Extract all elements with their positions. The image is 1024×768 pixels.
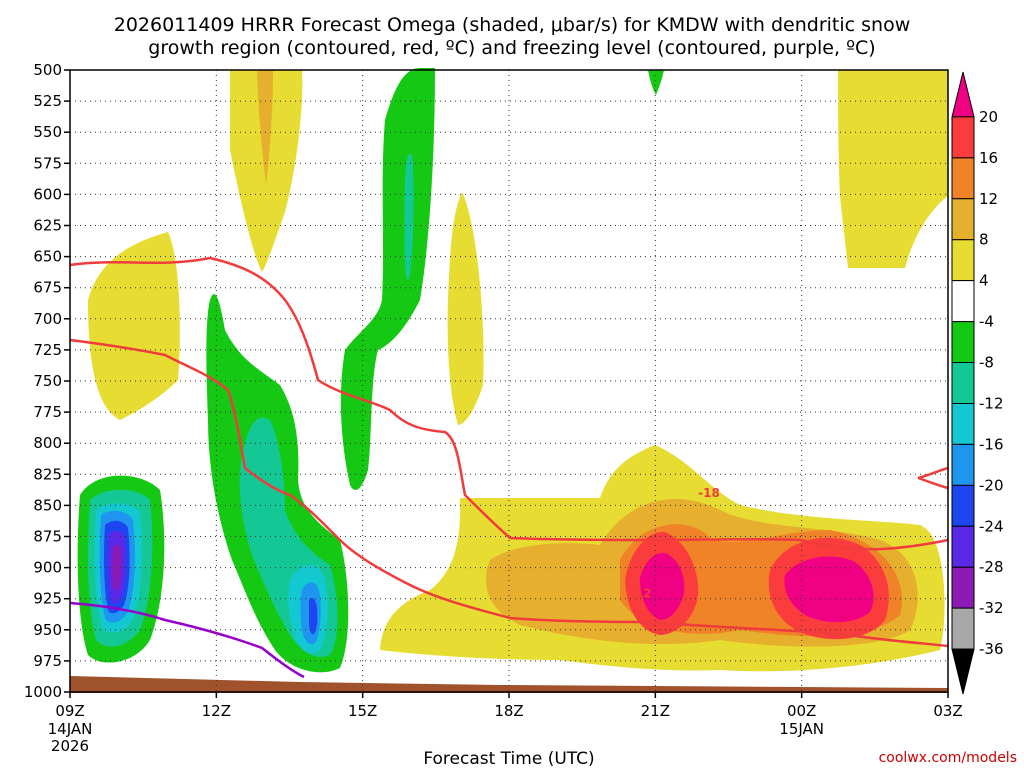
y-tick-label: 500 (33, 61, 62, 79)
credit-text: coolwx.com/models (879, 750, 1017, 766)
colorbar-tick-label: 8 (979, 231, 989, 249)
x-axis-label: Forecast Time (UTC) (423, 749, 594, 768)
x-tick-label: 18Z (494, 702, 523, 720)
contour-label: -18 (698, 486, 720, 500)
omega-fill-14z-blue (309, 598, 318, 635)
omega-fill-mid-17z (447, 192, 484, 425)
colorbar-tick-label: 12 (979, 190, 998, 208)
colorbar-segment (951, 566, 975, 609)
contour-label: -12 (630, 587, 652, 601)
omega-fill-upper-right (838, 70, 948, 268)
x-tick-label: 09Z (55, 702, 84, 720)
colorbar-segment (951, 648, 975, 695)
dgz-contours (69, 256, 949, 648)
omega-fill-upper-12z-inner (257, 70, 273, 185)
y-tick-label: 750 (33, 372, 62, 390)
y-tick-label: 600 (33, 185, 62, 203)
omega-fill-00z-magenta (784, 556, 874, 623)
colorbar-segment (951, 157, 975, 200)
colorbar-segment (951, 402, 975, 445)
y-tick-label: 625 (33, 217, 62, 235)
x-tick-label: 12Z (202, 702, 231, 720)
colorbar-tick-label: -12 (979, 394, 1004, 412)
x-tick-label: 15Z (348, 702, 377, 720)
colorbar-segment (951, 443, 975, 486)
omega-shading (77, 68, 948, 673)
colorbar-segment (951, 71, 975, 118)
colorbar-segment (951, 239, 975, 282)
colorbar: 20 16 12 8 4 -4 -8 -12 -16 -20 -24 -28 -32 -36 (951, 71, 1004, 695)
y-tick-label: 725 (33, 341, 62, 359)
x-date-label: 15JAN (779, 720, 824, 738)
freezing-level-contour (69, 601, 305, 679)
y-tick-label: 1000 (24, 683, 62, 701)
y-tick-label: 675 (33, 279, 62, 297)
colorbar-segment (951, 607, 975, 650)
colorbar-segment (951, 116, 975, 159)
omega-fill-upper-left (88, 232, 180, 420)
omega-fill-21z-top-green (648, 70, 664, 95)
colorbar-tick-label: -24 (979, 517, 1004, 535)
y-tick-label: 875 (33, 528, 62, 546)
y-axis: 500 525 550 575 600 625 650 675 700 725 750 775 800 8… (24, 61, 70, 701)
y-tick-label: 850 (33, 496, 62, 514)
omega-fill-15z-green (340, 68, 435, 490)
colorbar-segment (951, 198, 975, 241)
y-tick-label: 575 (33, 154, 62, 172)
colorbar-tick-label: -32 (979, 599, 1004, 617)
colorbar-tick-label: 4 (979, 272, 989, 290)
colorbar-tick-label: -8 (979, 354, 994, 372)
contour-labels: -18 -12 (630, 486, 720, 601)
chart-title-line1: 2026011409 HRRR Forecast Omega (shaded, … (114, 14, 911, 36)
dgz-contour-right-edge (917, 466, 949, 480)
colorbar-segment (951, 484, 975, 527)
surface-ground (70, 676, 948, 693)
x-tick-label: 21Z (641, 702, 670, 720)
dgz-contour-lower (69, 338, 949, 648)
colorbar-tick-label: 16 (979, 149, 998, 167)
y-tick-label: 925 (33, 590, 62, 608)
chart-title-line2: growth region (contoured, red, ºC) and f… (148, 37, 875, 59)
colorbar-tick-label: -16 (979, 435, 1004, 453)
colorbar-tick-label: -20 (979, 476, 1004, 494)
y-tick-label: 900 (33, 559, 62, 577)
colorbar-segment (951, 280, 975, 323)
y-tick-label: 650 (33, 248, 62, 266)
y-tick-label: 525 (33, 92, 62, 110)
omega-fill-15z-teal (404, 153, 414, 281)
y-tick-label: 975 (33, 652, 62, 670)
colorbar-segment (951, 321, 975, 364)
y-tick-label: 700 (33, 310, 62, 328)
colorbar-tick-label: -4 (979, 313, 994, 331)
colorbar-tick-label: 20 (979, 108, 998, 126)
x-tick-label: 00Z (787, 702, 816, 720)
y-tick-label: 800 (33, 434, 62, 452)
y-tick-label: 950 (33, 621, 62, 639)
colorbar-tick-label: -36 (979, 640, 1004, 658)
y-tick-label: 550 (33, 123, 62, 141)
x-date-label: 2026 (51, 737, 89, 755)
colorbar-tick-label: -28 (979, 558, 1004, 576)
x-date-label: 14JAN (48, 720, 93, 738)
dgz-contour-upper (69, 256, 949, 551)
dgz-contour-right-edge2 (917, 476, 949, 490)
colorbar-segment (951, 362, 975, 404)
y-tick-label: 775 (33, 403, 62, 421)
omega-fill-9z-purple (112, 544, 122, 591)
omega-fill-21z-magenta (640, 552, 685, 620)
y-tick-label: 825 (33, 465, 62, 483)
x-tick-label: 03Z (933, 702, 962, 720)
colorbar-segment (951, 525, 975, 568)
